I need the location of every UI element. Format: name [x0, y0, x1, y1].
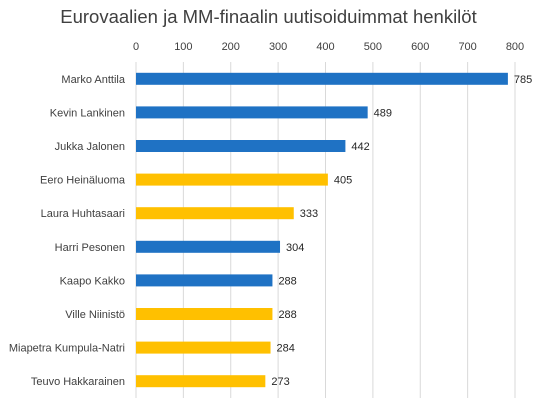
- data-label-9: 284: [277, 343, 295, 355]
- data-label-2: 489: [374, 107, 392, 119]
- bar-3: [136, 140, 346, 152]
- category-label-7: Kaapo Kakko: [60, 275, 125, 287]
- category-label-5: Laura Huhtasaari: [41, 208, 125, 220]
- category-label-4: Eero Heinäluoma: [40, 175, 126, 187]
- category-label-8: Ville Niinistö: [65, 309, 125, 321]
- x-tick-label-600: 600: [411, 41, 429, 53]
- data-label-10: 273: [271, 376, 289, 388]
- x-tick-label-800: 800: [506, 41, 524, 53]
- bar-1: [136, 72, 508, 85]
- bar-9: [136, 341, 271, 354]
- data-label-1: 785: [514, 74, 532, 86]
- x-tick-label-400: 400: [316, 41, 334, 53]
- data-label-7: 288: [278, 275, 296, 287]
- chart-title: Eurovaalien ja MM-finaalin uutisoiduimma…: [60, 6, 477, 27]
- category-label-9: Miapetra Kumpula-Natri: [9, 343, 125, 355]
- data-label-6: 304: [286, 242, 304, 254]
- bar-10: [136, 375, 266, 388]
- x-tick-label-500: 500: [364, 41, 382, 53]
- data-label-8: 288: [278, 309, 296, 321]
- x-tick-label-100: 100: [174, 41, 192, 53]
- x-tick-label-300: 300: [269, 41, 287, 53]
- category-label-3: Jukka Jalonen: [55, 141, 125, 153]
- category-label-2: Kevin Lankinen: [50, 107, 125, 119]
- data-label-5: 333: [300, 208, 318, 220]
- x-tick-label-200: 200: [222, 41, 240, 53]
- bar-2: [136, 106, 368, 119]
- category-label-10: Teuvo Hakkarainen: [31, 376, 125, 388]
- data-label-3: 442: [351, 141, 369, 153]
- data-label-4: 405: [334, 175, 352, 187]
- bar-5: [136, 207, 294, 220]
- bar-6: [136, 240, 281, 253]
- x-tick-label-0: 0: [133, 41, 139, 53]
- category-label-6: Harri Pesonen: [55, 242, 125, 254]
- bar-4: [136, 173, 328, 186]
- bar-7: [136, 274, 273, 287]
- x-tick-label-700: 700: [458, 41, 476, 53]
- category-label-1: Marko Anttila: [61, 74, 125, 86]
- bar-8: [136, 308, 273, 320]
